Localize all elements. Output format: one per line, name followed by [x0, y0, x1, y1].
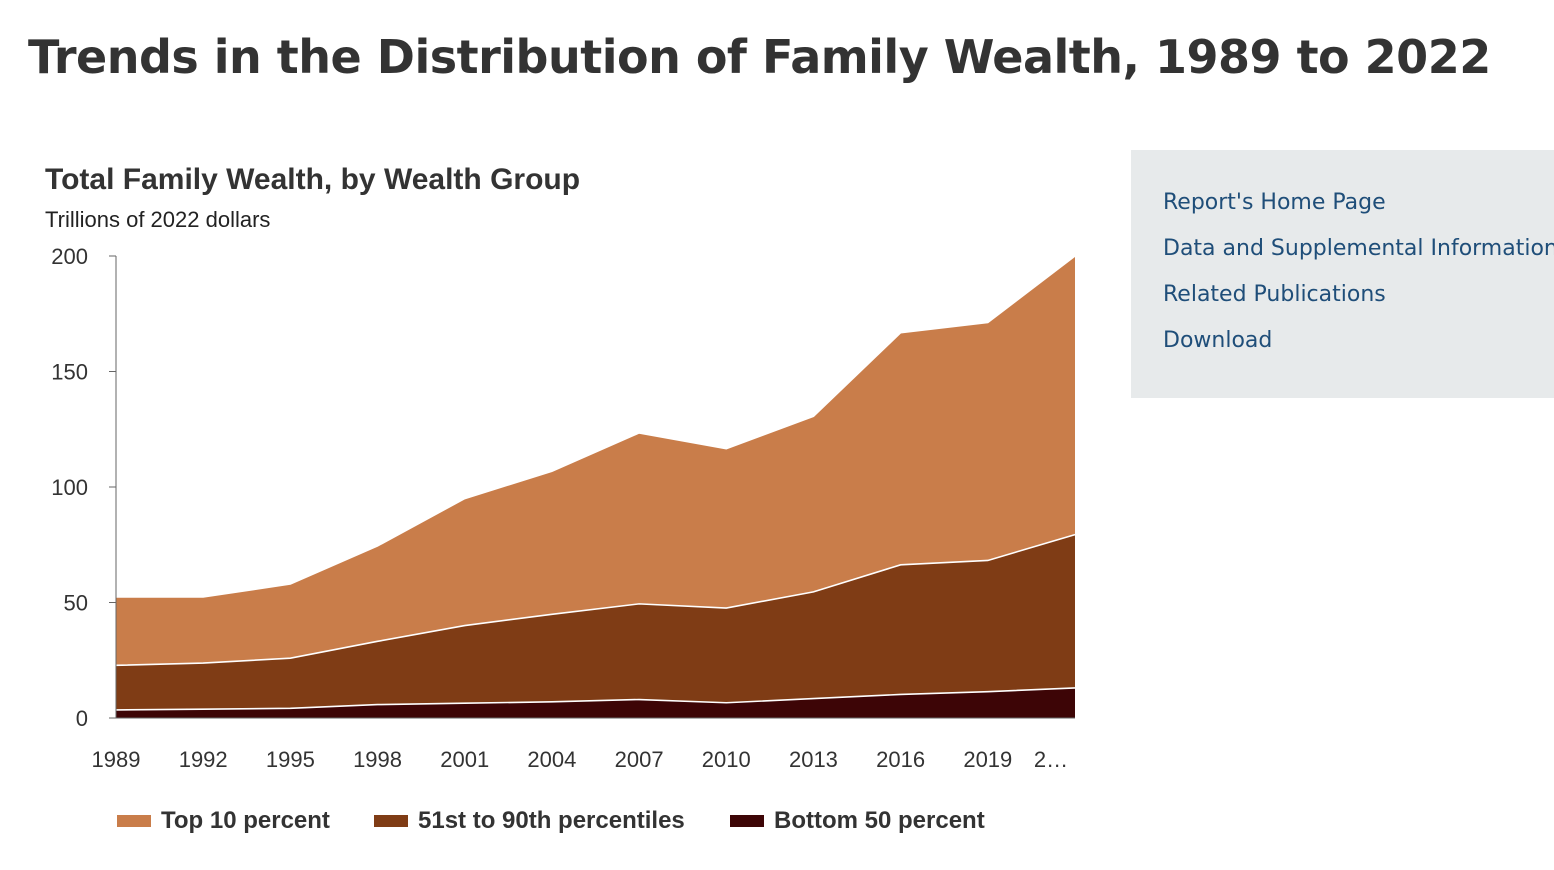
legend-label-51st-to-90th-percentiles: 51st to 90th percentiles — [418, 807, 685, 834]
y-tick-label: 100 — [51, 475, 88, 500]
x-tick-label: 1989 — [92, 747, 141, 772]
legend-swatch-bottom-50-percent — [730, 815, 764, 827]
area-51st-to-90th-percentiles — [116, 534, 1075, 710]
x-tick-label: 2010 — [702, 747, 751, 772]
y-tick-label: 150 — [51, 360, 88, 385]
legend-swatch-51st-to-90th-percentiles — [374, 815, 408, 827]
y-tick-label: 50 — [64, 591, 88, 616]
x-tick-label: 2… — [1034, 747, 1068, 772]
x-axis: 1989 1992 1995 1998 2001 2004 2007 2010 2013 2016… — [92, 717, 1075, 772]
x-tick-label: 2019 — [963, 747, 1012, 772]
chart-legend: Top 10 percent 51st to 90th percentiles Bo… — [117, 807, 985, 834]
y-tick-label: 0 — [76, 706, 88, 731]
legend-label-bottom-50-percent: Bottom 50 percent — [774, 807, 985, 834]
y-tick-label: 200 — [51, 244, 88, 269]
legend-swatch-top-10-percent — [117, 815, 151, 827]
x-tick-label: 1998 — [353, 747, 402, 772]
page-title: Trends in the Distribution of Family Wea… — [28, 30, 1491, 84]
link-report-home-page[interactable]: Report's Home Page — [1163, 190, 1386, 215]
link-data-supplemental-information[interactable]: Data and Supplemental Information — [1163, 236, 1554, 261]
legend-label-top-10-percent: Top 10 percent — [161, 807, 330, 834]
link-related-publications[interactable]: Related Publications — [1163, 282, 1386, 307]
x-tick-label: 1995 — [266, 747, 315, 772]
x-tick-label: 2007 — [615, 747, 664, 772]
line-51st-to-90th-percentiles — [115, 533, 1076, 667]
x-tick-label: 2016 — [876, 747, 925, 772]
chart-subtitle: Trillions of 2022 dollars — [45, 207, 271, 232]
link-download[interactable]: Download — [1163, 328, 1273, 353]
chart-areas — [115, 255, 1076, 718]
area-top-10-percent — [116, 256, 1075, 666]
line-top-10-percent — [116, 255, 1076, 598]
side-navigation-panel: Report's Home Page Data and Supplemental… — [1131, 150, 1554, 398]
y-axis: 0 50 100 150 200 — [51, 244, 117, 731]
chart-title: Total Family Wealth, by Wealth Group — [45, 163, 581, 196]
x-tick-label: 2001 — [440, 747, 489, 772]
area-chart: 0 50 100 150 200 1989 1992 1995 1998 2001 2004 200… — [51, 244, 1076, 834]
x-tick-label: 2004 — [527, 747, 576, 772]
area-bottom-50-percent — [116, 687, 1075, 718]
x-tick-label: 1992 — [179, 747, 228, 772]
line-bottom-50-percent — [115, 687, 1076, 711]
x-tick-label: 2013 — [789, 747, 838, 772]
